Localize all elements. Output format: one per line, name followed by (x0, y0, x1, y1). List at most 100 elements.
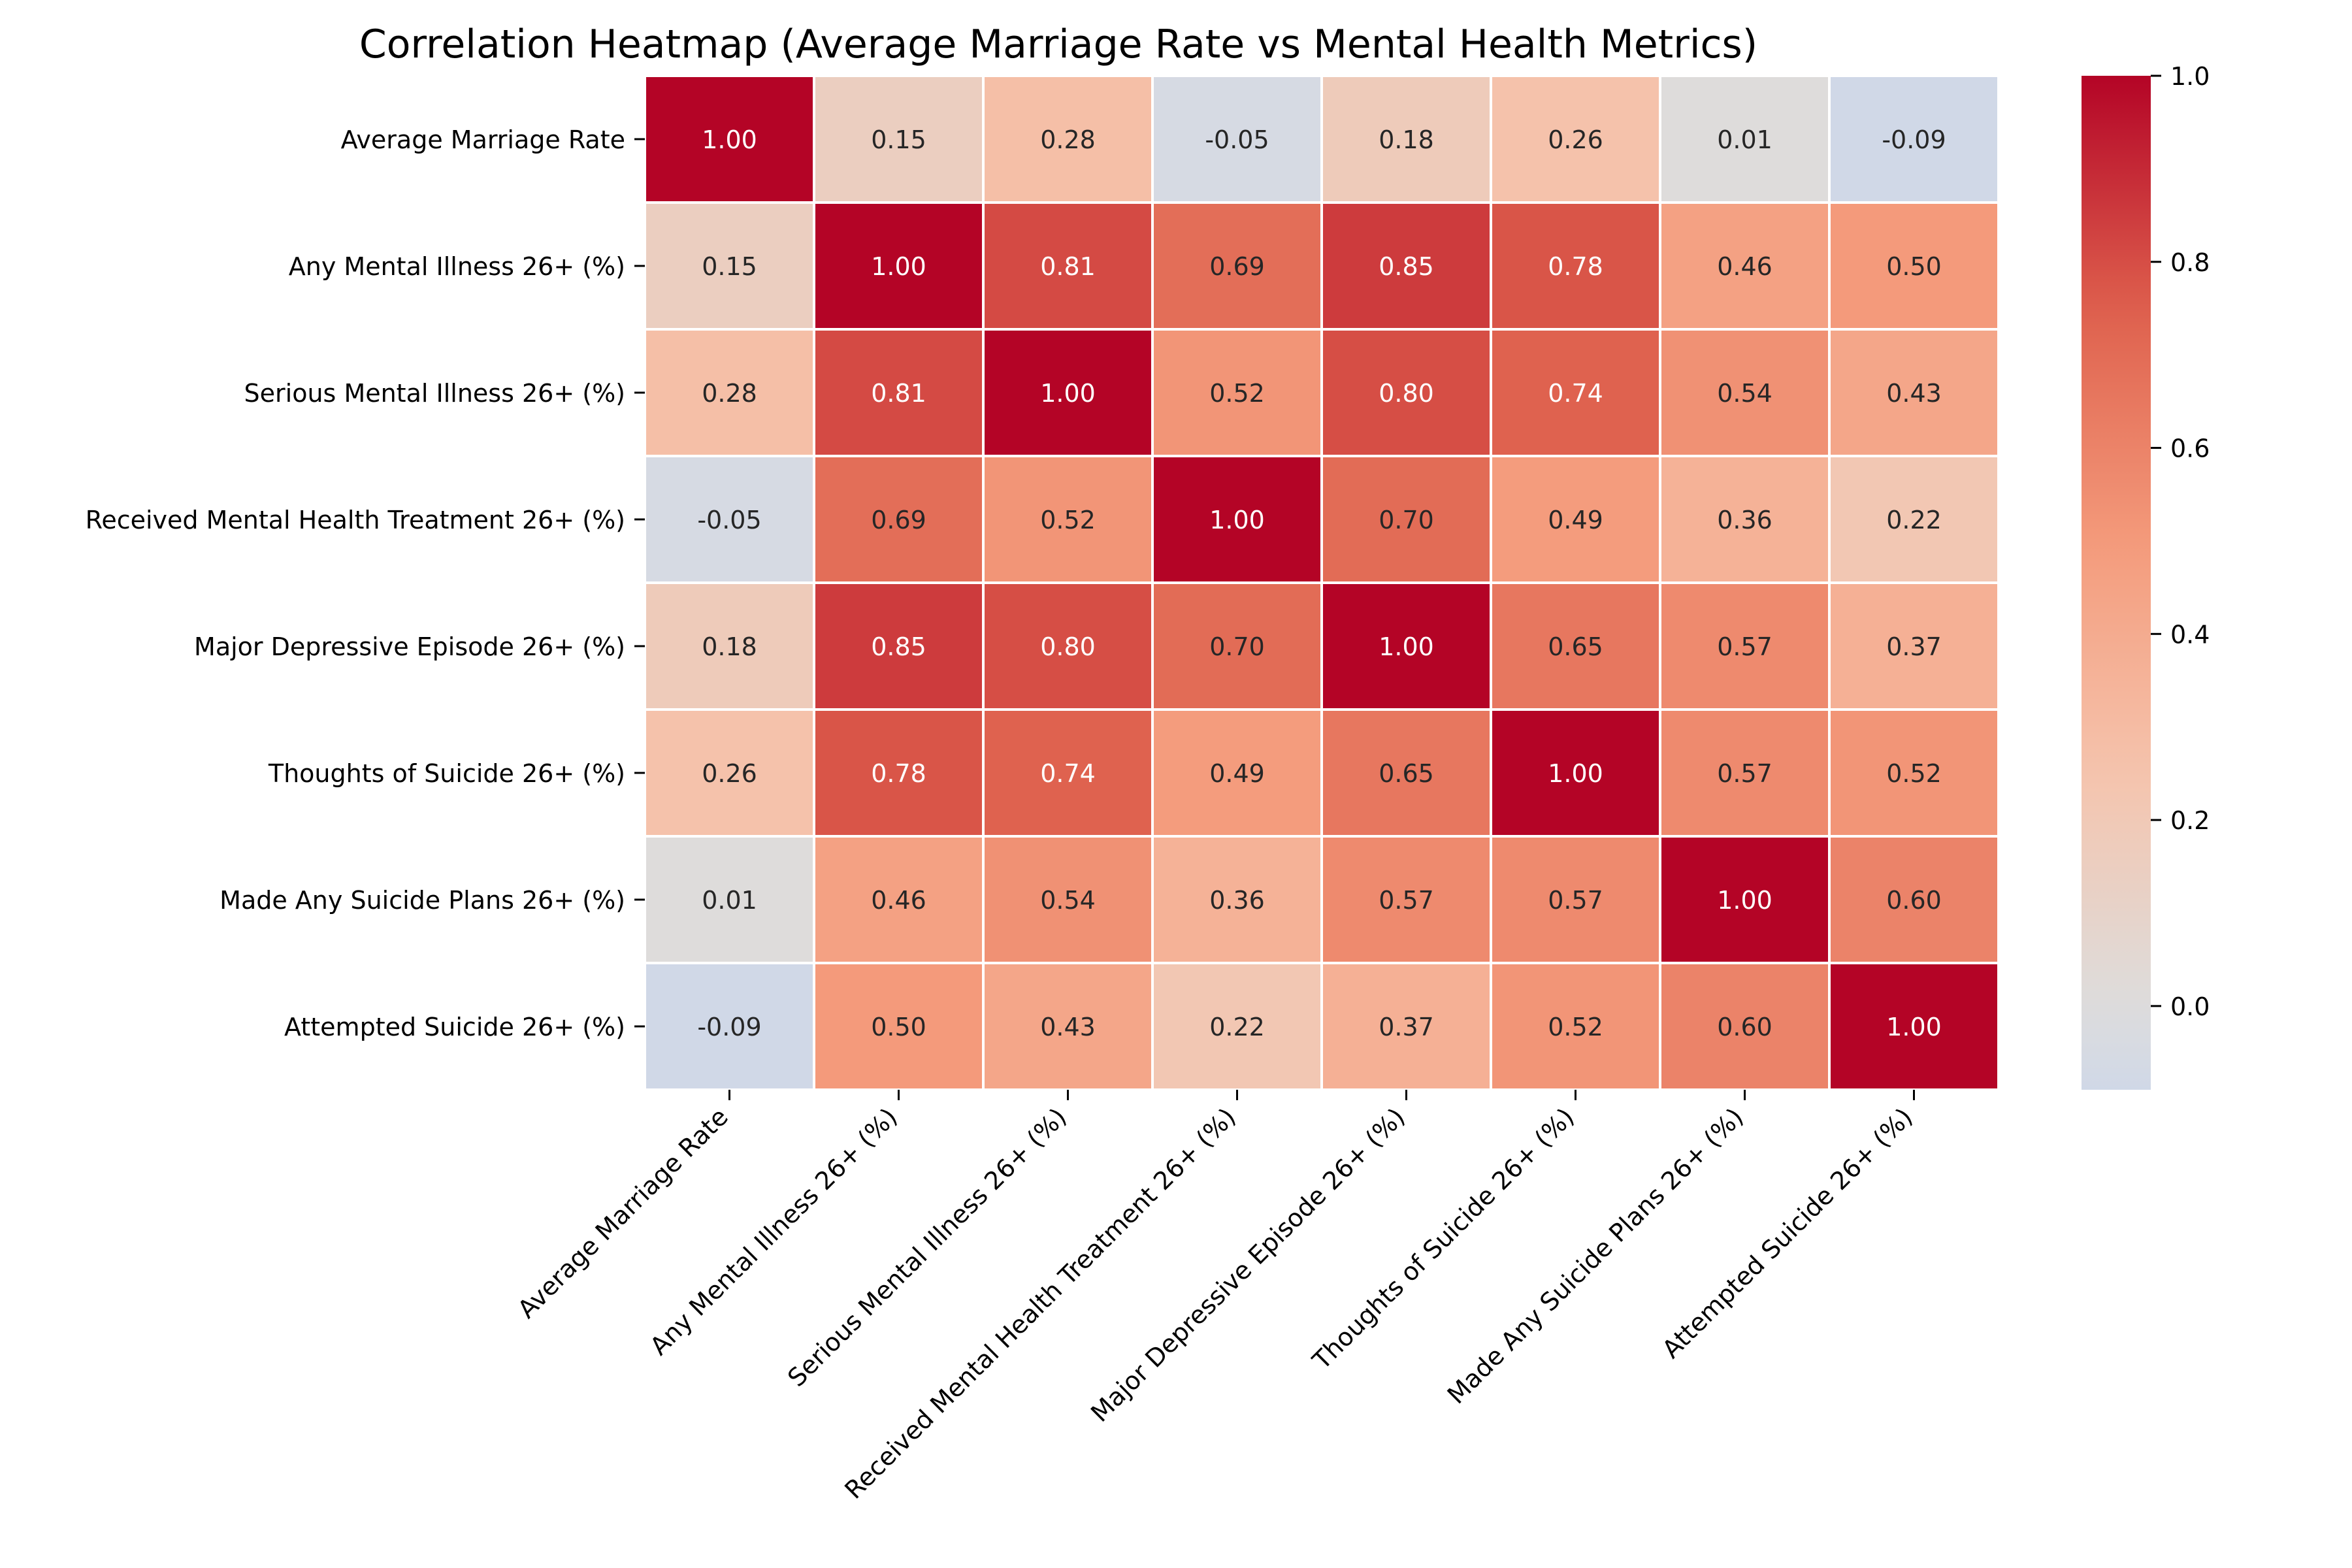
heatmap-cell-label: 0.26 (1548, 125, 1603, 154)
heatmap-cell-label: 1.00 (871, 252, 926, 281)
heatmap-cell (1151, 455, 1323, 584)
heatmap-cell (1659, 455, 1831, 584)
heatmap-cell-label: 0.15 (871, 125, 926, 154)
heatmap-cell-label: 0.80 (1040, 632, 1096, 661)
colorbar-tick-label: 1.0 (2170, 62, 2210, 91)
colorbar-tick-label: 0.0 (2170, 992, 2210, 1021)
heatmap-cell-label: 0.46 (1717, 252, 1772, 281)
heatmap-cell-label: 0.78 (871, 759, 926, 788)
heatmap-cell-label: 1.00 (1379, 632, 1434, 661)
colorbar-tick-label: 0.6 (2170, 434, 2210, 463)
heatmap-cell-label: 0.81 (1040, 252, 1096, 281)
heatmap-cell-label: 0.52 (1040, 506, 1096, 534)
heatmap-cell-label: 1.00 (1040, 379, 1096, 408)
heatmap-cell-label: 0.37 (1379, 1013, 1434, 1041)
heatmap-cell-label: 0.74 (1040, 759, 1096, 788)
heatmap-cell (1659, 835, 1831, 964)
heatmap-cell (1828, 328, 2000, 457)
heatmap-cell-label: 0.85 (871, 632, 926, 661)
heatmap-cell (982, 328, 1154, 457)
heatmap-cell-label: 0.01 (1717, 125, 1772, 154)
heatmap-cell (1320, 708, 1492, 838)
heatmap-cell-label: 0.65 (1548, 632, 1603, 661)
heatmap-cell (1659, 708, 1831, 838)
heatmap-cell-label: -0.09 (697, 1013, 761, 1041)
heatmap-cell-label: -0.09 (1882, 125, 1946, 154)
y-tick-label: Thoughts of Suicide 26+ (%) (268, 759, 625, 788)
heatmap-cell (813, 328, 985, 457)
colorbar: 0.0 0.2 0.4 0.6 0.8 1.0 (2082, 62, 2210, 1090)
heatmap-cell-label: 0.57 (1717, 759, 1772, 788)
heatmap-cell-label: 0.49 (1548, 506, 1603, 534)
heatmap-cell-label: 0.57 (1548, 886, 1603, 915)
heatmap-cell-label: 0.74 (1548, 379, 1603, 408)
heatmap-cell (1151, 581, 1323, 711)
y-tick-labels: Average Marriage Rate Any Mental Illness … (86, 125, 645, 1041)
heatmap-cell-label: 0.26 (702, 759, 757, 788)
heatmap-cell (1659, 581, 1831, 711)
heatmap-cell (1659, 328, 1831, 457)
heatmap-cell (1828, 201, 2000, 331)
heatmap-cell-label: 0.22 (1209, 1013, 1265, 1041)
x-tick-label: Thoughts of Suicide 26+ (%) (1307, 1102, 1580, 1375)
x-tick-label: Received Mental Health Treatment 26+ (%) (839, 1102, 1241, 1504)
heatmap-cell-label: 0.18 (1379, 125, 1434, 154)
heatmap-cell (813, 708, 985, 838)
heatmap-cell (1828, 708, 2000, 838)
heatmap-cell-label: 0.50 (1886, 252, 1942, 281)
heatmap-cell-label: -0.05 (1205, 125, 1269, 154)
heatmap-cell-labels: 1.00 0.15 0.28 -0.05 0.18 0.26 0.01 -0.09 0.15 1.… (697, 125, 1946, 1041)
heatmap-cell (982, 708, 1154, 838)
x-tick-label: Made Any Suicide Plans 26+ (%) (1442, 1102, 1749, 1409)
heatmap-cell-label: 0.15 (702, 252, 757, 281)
heatmap-cell (1490, 328, 1661, 457)
heatmap-cell (1320, 581, 1492, 711)
colorbar-tick-label: 0.2 (2170, 806, 2210, 835)
heatmap-cell-label: 1.00 (1548, 759, 1603, 788)
heatmap-cell-label: 0.52 (1886, 759, 1942, 788)
heatmap-cell-label: 0.52 (1209, 379, 1265, 408)
colorbar-gradient (2082, 76, 2151, 1090)
heatmap-cell-label: 0.69 (871, 506, 926, 534)
heatmap-cell (1828, 581, 2000, 711)
heatmap-cell-label: 0.57 (1379, 886, 1434, 915)
heatmap-cell (1828, 74, 2000, 204)
heatmap-cell-label: 1.00 (1209, 506, 1265, 534)
heatmap-cell-label: 0.46 (871, 886, 926, 915)
colorbar-tick-label: 0.8 (2170, 248, 2210, 277)
heatmap-cell (644, 455, 815, 584)
heatmap-cell-label: 0.54 (1717, 379, 1772, 408)
heatmap-cells (644, 74, 2000, 1091)
heatmap-cell (1320, 455, 1492, 584)
heatmap-cell-label: 0.52 (1548, 1013, 1603, 1041)
chart-title: Correlation Heatmap (Average Marriage Ra… (359, 22, 1757, 67)
x-tick-label: Serious Mental Illness 26+ (%) (782, 1102, 1072, 1392)
heatmap-cell-label: 0.65 (1379, 759, 1434, 788)
heatmap-cell-label: 0.50 (871, 1013, 926, 1041)
heatmap-cell (1151, 201, 1323, 331)
heatmap-cell-label: 1.00 (1717, 886, 1772, 915)
heatmap-cell (1151, 328, 1323, 457)
heatmap-cell-label: 0.70 (1209, 632, 1265, 661)
heatmap-cell-label: 0.37 (1886, 632, 1942, 661)
heatmap-cell (813, 201, 985, 331)
y-tick-label: Attempted Suicide 26+ (%) (284, 1013, 625, 1041)
heatmap-cell (1828, 835, 2000, 964)
heatmap-cell-label: 1.00 (702, 125, 757, 154)
heatmap-cell-label: 0.43 (1040, 1013, 1096, 1041)
heatmap-cell (982, 962, 1154, 1091)
y-tick-label: Serious Mental Illness 26+ (%) (244, 379, 625, 408)
heatmap-cell (1490, 835, 1661, 964)
heatmap-cell-label: 0.78 (1548, 252, 1603, 281)
y-tick-label: Made Any Suicide Plans 26+ (%) (220, 886, 625, 915)
heatmap-cell-label: 0.85 (1379, 252, 1434, 281)
heatmap-cell-label: 0.69 (1209, 252, 1265, 281)
heatmap-cell-label: 0.60 (1717, 1013, 1772, 1041)
heatmap-cell (813, 835, 985, 964)
y-tick-label: Received Mental Health Treatment 26+ (%) (86, 506, 625, 534)
heatmap-cell-label: 0.22 (1886, 506, 1942, 534)
heatmap-cell (1320, 835, 1492, 964)
heatmap-cell (644, 835, 815, 964)
heatmap-cell (982, 74, 1154, 204)
